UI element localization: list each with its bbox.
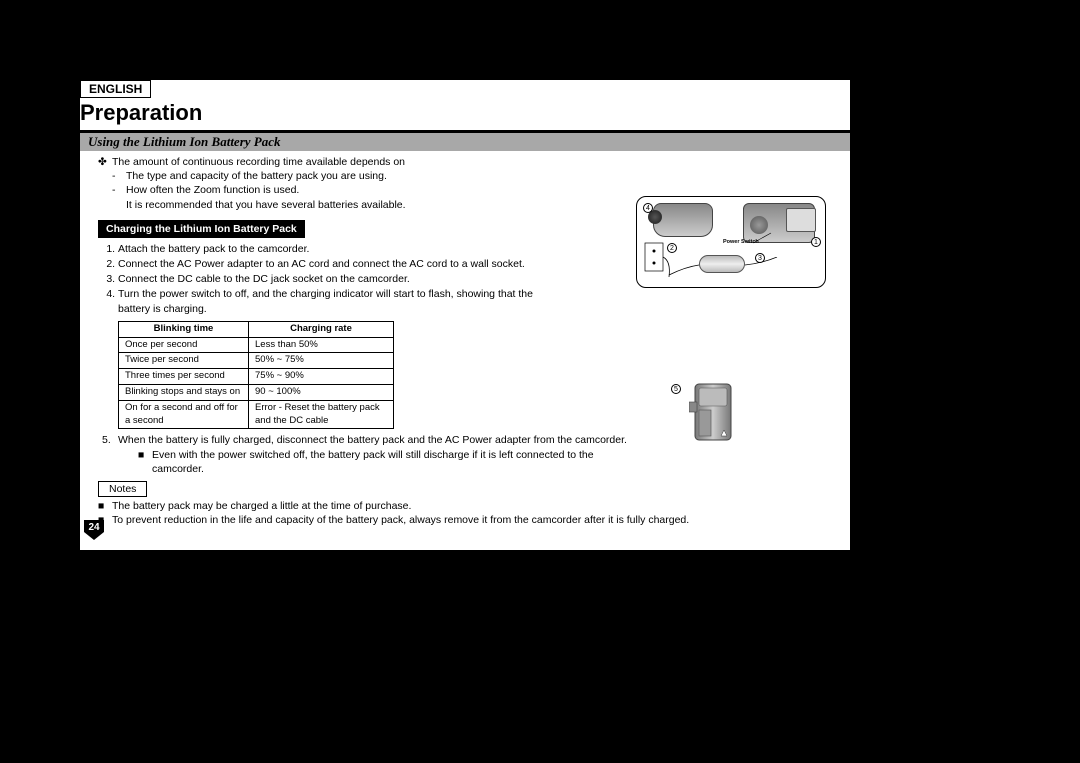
step-item: Connect the DC cable to the DC jack sock… (118, 272, 538, 287)
camcorder-top-icon (653, 203, 713, 237)
intro-sub-text: The type and capacity of the battery pac… (126, 169, 387, 183)
table-header: Charging rate (249, 321, 394, 337)
callout-1: 1 (811, 237, 821, 247)
step-item: Attach the battery pack to the camcorder… (118, 242, 538, 257)
callout-4: 4 (643, 203, 653, 213)
camcorder-back-icon (689, 382, 734, 442)
page-number-badge: 24 (84, 520, 104, 540)
manual-page: ENGLISH Preparation Using the Lithium Io… (80, 80, 850, 550)
note-item: ■ The battery pack may be charged a litt… (98, 499, 818, 513)
table-row: On for a second and off for a secondErro… (119, 400, 394, 429)
table-header-row: Blinking time Charging rate (119, 321, 394, 337)
intro-recommend: It is recommended that you have several … (126, 199, 406, 211)
callout-2: 2 (667, 243, 677, 253)
nested-note: ■ Even with the power switched off, the … (138, 448, 632, 476)
step-item: Connect the AC Power adapter to an AC co… (118, 257, 538, 272)
charging-table: Blinking time Charging rate Once per sec… (118, 321, 394, 430)
charging-subheading: Charging the Lithium Ion Battery Pack (98, 220, 305, 238)
square-bullet-icon: ■ (98, 499, 112, 513)
callout-3: 3 (755, 253, 765, 263)
callout-5: 5 (671, 384, 681, 394)
intro-sub-1: - The type and capacity of the battery p… (112, 169, 850, 183)
intro-sub-text: How often the Zoom function is used. (126, 184, 299, 196)
intro-text: The amount of continuous recording time … (112, 155, 405, 169)
dash-icon: - (112, 183, 126, 211)
table-row: Once per secondLess than 50% (119, 337, 394, 353)
battery-closeup-diagram: 5 (689, 382, 734, 442)
step-item: Turn the power switch to off, and the ch… (118, 287, 538, 316)
table-row: Blinking stops and stays on90 ~ 100% (119, 384, 394, 400)
notes-list: ■ The battery pack may be charged a litt… (98, 499, 818, 527)
charging-steps: Attach the battery pack to the camcorder… (118, 242, 538, 317)
notes-label: Notes (98, 481, 147, 497)
section-bar: Using the Lithium Ion Battery Pack (80, 130, 850, 151)
charging-steps-cont: When the battery is fully charged, disco… (102, 433, 632, 477)
charging-diagram: 4 1 2 3 Power Switch (636, 196, 826, 288)
cable-icon (667, 257, 787, 285)
note-item: ■ To prevent reduction in the life and c… (98, 513, 818, 527)
table-row: Three times per second75% ~ 90% (119, 369, 394, 385)
maltese-bullet-icon: ✤ (98, 155, 112, 169)
table-row: Twice per second50% ~ 75% (119, 353, 394, 369)
step-item: When the battery is fully charged, disco… (102, 433, 632, 477)
page-title: Preparation (80, 100, 850, 126)
arrow-icon (723, 231, 773, 245)
intro-bullet: ✤ The amount of continuous recording tim… (98, 155, 850, 169)
square-bullet-icon: ■ (138, 448, 152, 476)
language-badge: ENGLISH (80, 80, 151, 98)
table-header: Blinking time (119, 321, 249, 337)
dash-icon: - (112, 169, 126, 183)
